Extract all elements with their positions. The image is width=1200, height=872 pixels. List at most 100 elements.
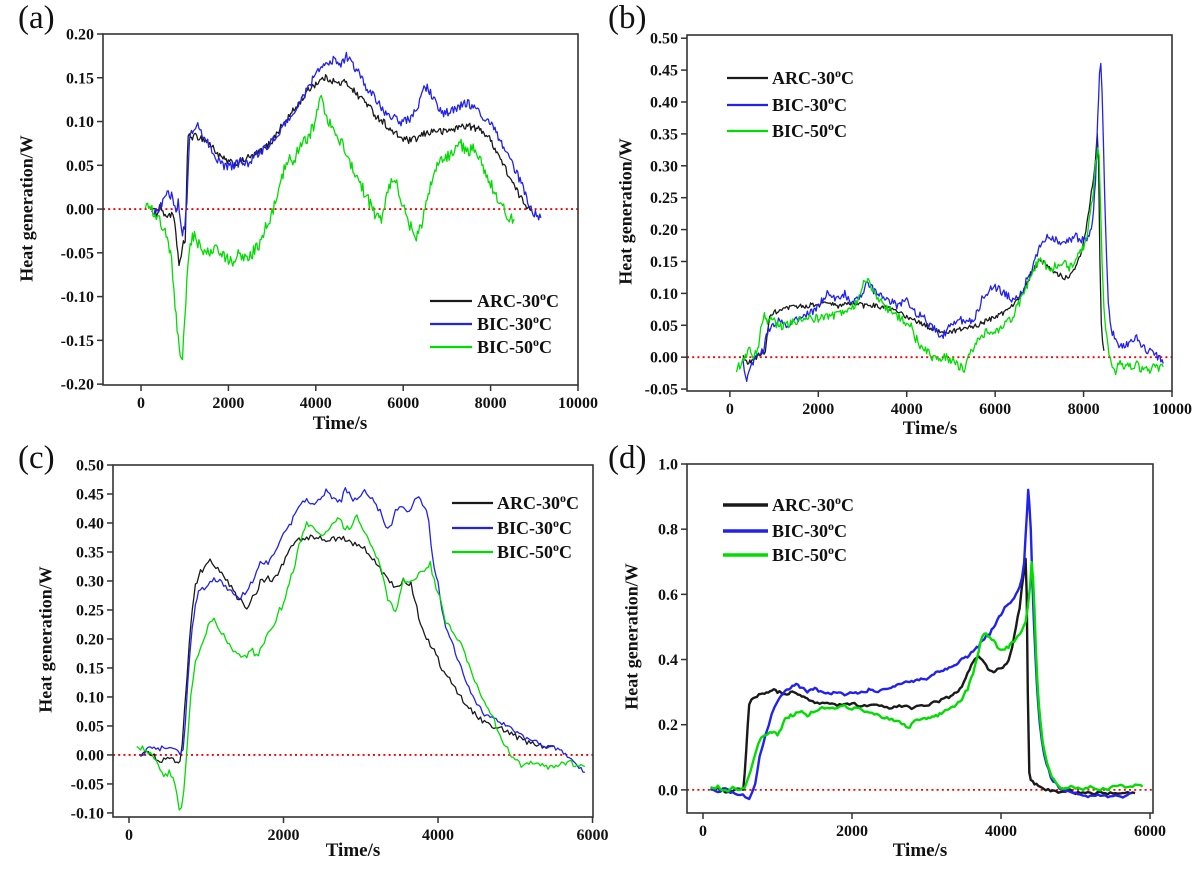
x-tick-label: 6000: [1134, 823, 1166, 840]
legend-label-1: BIC-30oC: [772, 519, 847, 541]
x-tick-label: 2000: [212, 395, 244, 412]
y-tick-label: 0.25: [650, 190, 678, 207]
y-tick-label: 0.10: [650, 286, 678, 303]
y-tick-label: 0.05: [650, 318, 678, 335]
legend-label-2: BIC-50oC: [497, 540, 572, 562]
y-tick-label: 0.4: [658, 652, 678, 669]
x-tick-label: 8000: [475, 395, 507, 412]
y-tick-label: 0.35: [76, 544, 104, 561]
y-tick-label: 0.50: [76, 458, 104, 475]
legend-label-1: BIC-30oC: [477, 312, 552, 334]
legend-label-1: BIC-30oC: [497, 516, 572, 538]
panel-d-y-axis-title: Heat generation/W: [621, 563, 642, 710]
y-tick-label: 0.05: [76, 718, 104, 735]
series-line-BIC-30C: [140, 487, 585, 773]
panel-a-y-axis-title: Heat generation/W: [16, 135, 37, 282]
series-line-ARC-30C: [742, 132, 1105, 365]
legend-label-2: BIC-50oC: [772, 119, 847, 141]
series-line-BIC-50C: [735, 147, 1164, 376]
y-tick-label: -0.20: [61, 377, 94, 394]
y-tick-label: -0.05: [71, 776, 104, 793]
y-tick-label: 0.20: [650, 222, 678, 239]
y-tick-label: 0.40: [650, 94, 678, 111]
y-tick-label: 0.25: [76, 602, 104, 619]
x-tick-label: 6000: [577, 827, 609, 844]
legend-label-0: ARC-30oC: [772, 493, 854, 515]
y-tick-label: 0.10: [76, 689, 104, 706]
series-line-BIC-30C: [710, 488, 1132, 801]
legend-label-0: ARC-30oC: [477, 289, 559, 311]
y-tick-label: 0.45: [76, 486, 104, 503]
x-tick-label: 6000: [387, 395, 419, 412]
y-tick-label: 0.15: [650, 254, 678, 271]
y-tick-label: 0.00: [66, 202, 94, 219]
panel-c-y-axis-title: Heat generation/W: [35, 566, 56, 713]
legend-label-2: BIC-50oC: [477, 335, 552, 357]
plot-frame: [112, 464, 594, 818]
series-line-BIC-50C: [144, 94, 515, 361]
panel-b-y-axis-title: Heat generation/W: [615, 138, 636, 285]
legend-label-1: BIC-30oC: [772, 93, 847, 115]
panel-c-x-axis-title: Time/s: [325, 840, 381, 861]
series-group: [735, 62, 1164, 383]
y-tick-label: 0.00: [76, 747, 104, 764]
y-tick-label: -0.05: [61, 245, 94, 262]
panel-b-letter: (b): [608, 0, 647, 36]
x-tick-label: 4000: [891, 401, 923, 418]
y-tick-label: 0.05: [66, 158, 94, 175]
series-line-BIC-50C: [710, 560, 1144, 793]
y-tick-label: -0.15: [61, 333, 94, 350]
y-tick-label: 0.15: [76, 660, 104, 677]
y-tick-label: 1.0: [658, 457, 678, 474]
x-tick-label: 4000: [985, 823, 1017, 840]
x-tick-label: 0: [699, 823, 707, 840]
plot-frame: [686, 463, 1154, 814]
x-tick-label: 2000: [836, 823, 868, 840]
y-tick-label: 0.35: [650, 126, 678, 143]
panel-c-letter: (c): [18, 440, 55, 476]
x-tick-label: 2000: [802, 401, 834, 418]
x-tick-label: 0: [125, 827, 133, 844]
legend-label-0: ARC-30oC: [497, 491, 579, 513]
x-tick-label: 0: [137, 395, 145, 412]
x-tick-label: 4000: [422, 827, 454, 844]
series-line-BIC-30C: [742, 62, 1164, 383]
plot-frame: [686, 34, 1173, 392]
series-group: [144, 51, 542, 361]
panel-d-x-axis-title: Time/s: [892, 840, 948, 861]
y-tick-label: 0.50: [650, 31, 678, 48]
panel-a-x-axis-title: Time/s: [312, 413, 368, 434]
series-line-ARC-30C: [151, 74, 533, 267]
y-tick-label: 0.8: [658, 522, 678, 539]
panel-b-x-axis-title: Time/s: [902, 418, 958, 439]
legend-label-2: BIC-50oC: [772, 543, 847, 565]
x-tick-label: 8000: [1068, 401, 1100, 418]
legend-label-0: ARC-30oC: [772, 66, 854, 88]
series-line-BIC-50C: [136, 514, 586, 811]
x-tick-label: 0: [726, 401, 734, 418]
x-tick-label: 2000: [268, 827, 300, 844]
x-tick-label: 4000: [300, 395, 332, 412]
y-tick-label: -0.10: [71, 805, 104, 822]
y-tick-label: 0.20: [76, 631, 104, 648]
series-group: [710, 488, 1144, 801]
x-tick-label: 6000: [979, 401, 1011, 418]
series-line-ARC-30C: [710, 557, 1136, 796]
y-tick-label: 0.20: [66, 27, 94, 44]
series-line-BIC-30C: [153, 51, 542, 237]
y-tick-label: 0.45: [650, 63, 678, 80]
series-group: [136, 487, 586, 811]
y-tick-label: -0.05: [645, 382, 678, 399]
panel-d-letter: (d): [608, 440, 647, 476]
x-tick-label: 10000: [1152, 401, 1192, 418]
panel-a-letter: (a): [18, 0, 55, 36]
y-tick-label: 0.15: [66, 70, 94, 87]
series-line-ARC-30C: [140, 534, 555, 764]
y-tick-label: 0.30: [650, 158, 678, 175]
y-tick-label: 0.40: [76, 515, 104, 532]
y-tick-label: 0.10: [66, 114, 94, 131]
x-tick-label: 10000: [558, 395, 598, 412]
y-tick-label: 0.2: [658, 717, 678, 734]
